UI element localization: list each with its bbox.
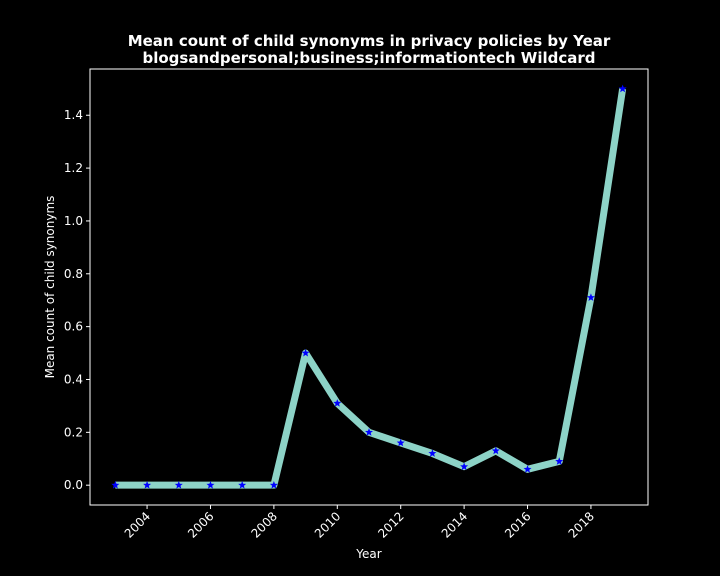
y-tick-label: 0.4	[64, 372, 83, 386]
data-point-marker	[523, 465, 532, 473]
data-point-marker	[269, 480, 278, 489]
data-point-marker	[174, 480, 183, 489]
y-tick-label: 1.2	[64, 161, 83, 175]
data-point-marker	[333, 399, 342, 407]
y-tick-label: 1.4	[64, 108, 83, 122]
y-tick-label: 0.6	[64, 320, 83, 334]
x-tick-label: 2018	[566, 509, 597, 540]
axes-frame	[89, 68, 649, 506]
data-point-marker	[301, 348, 310, 357]
x-tick-label: 2016	[502, 509, 533, 540]
y-tick-label: 0.2	[64, 425, 83, 439]
x-tick-label: 2010	[312, 509, 343, 540]
data-point-marker	[396, 438, 405, 447]
x-tick-label: 2008	[249, 509, 280, 540]
y-tick-label: 0.0	[64, 478, 83, 492]
y-tick-label: 0.8	[64, 267, 83, 281]
data-point-marker	[206, 480, 215, 489]
x-tick-label: 2014	[439, 509, 470, 540]
plot-area: 0.0 0.2 0.4 0.6 0.8 1.0 1.2 1.4 2004 2006 2008 2010…	[64, 68, 649, 541]
y-axis-label: Mean count of child synonyms	[43, 196, 57, 379]
data-point-marker	[586, 293, 595, 301]
x-tick-label: 2012	[375, 509, 406, 540]
y-tick-label: 1.0	[64, 214, 83, 228]
chart-subtitle: blogsandpersonal;business;informationtec…	[142, 49, 595, 67]
data-point-marker	[618, 84, 627, 93]
data-point-marker	[491, 446, 500, 455]
data-point-marker	[238, 480, 247, 489]
data-point-marker	[555, 457, 564, 465]
x-tick-label: 2006	[185, 509, 216, 540]
data-point-marker	[428, 449, 437, 457]
data-point-marker	[365, 428, 373, 436]
data-point-marker	[460, 462, 469, 471]
data-point-marker	[111, 480, 120, 489]
data-point-marker	[143, 480, 152, 489]
series-line	[115, 88, 627, 489]
chart-title: Mean count of child synonyms in privacy …	[128, 32, 611, 50]
x-axis-label: Year	[355, 547, 381, 561]
x-tick-label: 2004	[122, 509, 153, 540]
